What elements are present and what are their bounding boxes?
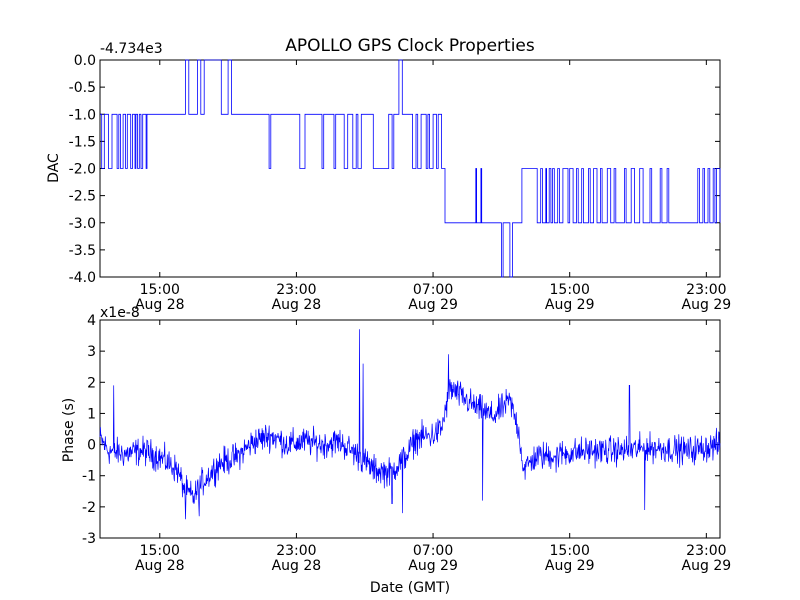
dac-y-tick-label: -1.0 (69, 107, 96, 123)
dac-y-tick-label: -2.0 (69, 162, 96, 178)
dac-y-axis-label: DAC (46, 153, 62, 183)
dac-y-tick-label: -2.5 (69, 189, 96, 205)
dac-x-tick-time: 23:00 (686, 282, 726, 298)
phase-y-tick-label: 0 (87, 438, 96, 454)
dac-y-tick-label: -1.5 (69, 134, 96, 150)
dac-offset-label: -4.734e3 (100, 41, 163, 57)
phase-y-tick-label: 2 (87, 375, 96, 391)
phase-y-tick-label: 1 (87, 406, 96, 422)
phase-x-tick-date: Aug 28 (272, 558, 322, 574)
phase-x-tick-date: Aug 28 (135, 558, 185, 574)
dac-plot-area (99, 59, 721, 278)
phase-x-tick-time: 15:00 (140, 543, 180, 559)
phase-y-ticks: 4 3 2 1 0 -1 -2 -3 (82, 313, 720, 547)
dac-x-tick-date: Aug 29 (545, 297, 595, 313)
phase-y-tick-label: -3 (82, 531, 96, 547)
phase-y-tick-label: -2 (82, 500, 96, 516)
dac-x-tick-time: 15:00 (140, 282, 180, 298)
phase-y-tick-label: 4 (87, 313, 96, 329)
phase-x-tick-time: 15:00 (550, 543, 590, 559)
phase-y-tick-label: -1 (82, 469, 96, 485)
dac-y-tick-label: -3.5 (69, 243, 96, 259)
phase-x-tick-date: Aug 29 (408, 558, 458, 574)
dac-y-tick-label: -4.0 (69, 270, 96, 286)
dac-x-tick-date: Aug 28 (135, 297, 185, 313)
phase-series-line (99, 329, 721, 520)
figure-title: APOLLO GPS Clock Properties (285, 36, 535, 56)
dac-y-ticks: 0.0 -0.5 -1.0 -1.5 -2.0 -2.5 -3.0 -3.5 -4.0 (69, 53, 720, 286)
dac-x-tick-date: Aug 28 (272, 297, 322, 313)
phase-y-axis-label: Phase (s) (61, 398, 77, 462)
phase-x-tick-time: 23:00 (686, 543, 726, 559)
dac-y-tick-label: -3.0 (69, 216, 96, 232)
dac-x-tick-date: Aug 29 (408, 297, 458, 313)
dac-x-tick-time: 07:00 (413, 282, 453, 298)
phase-x-axis-label: Date (GMT) (370, 580, 450, 596)
phase-plot-area (99, 319, 721, 539)
phase-offset-label: x1e-8 (100, 305, 140, 321)
phase-x-tick-date: Aug 29 (545, 558, 595, 574)
dac-y-tick-label: -0.5 (69, 80, 96, 96)
dac-x-tick-time: 23:00 (276, 282, 316, 298)
phase-x-tick-time: 07:00 (413, 543, 453, 559)
phase-x-tick-date: Aug 29 (682, 558, 732, 574)
dac-x-tick-time: 15:00 (550, 282, 590, 298)
dac-series-line (100, 59, 721, 278)
phase-x-tick-time: 23:00 (276, 543, 316, 559)
phase-y-tick-label: 3 (87, 344, 96, 360)
dac-x-tick-date: Aug 29 (682, 297, 732, 313)
dac-chart: 0.0 -0.5 -1.0 -1.5 -2.0 -2.5 -3.0 -3.5 -4.0 15:0… (46, 41, 731, 313)
dac-y-tick-label: 0.0 (74, 53, 96, 69)
